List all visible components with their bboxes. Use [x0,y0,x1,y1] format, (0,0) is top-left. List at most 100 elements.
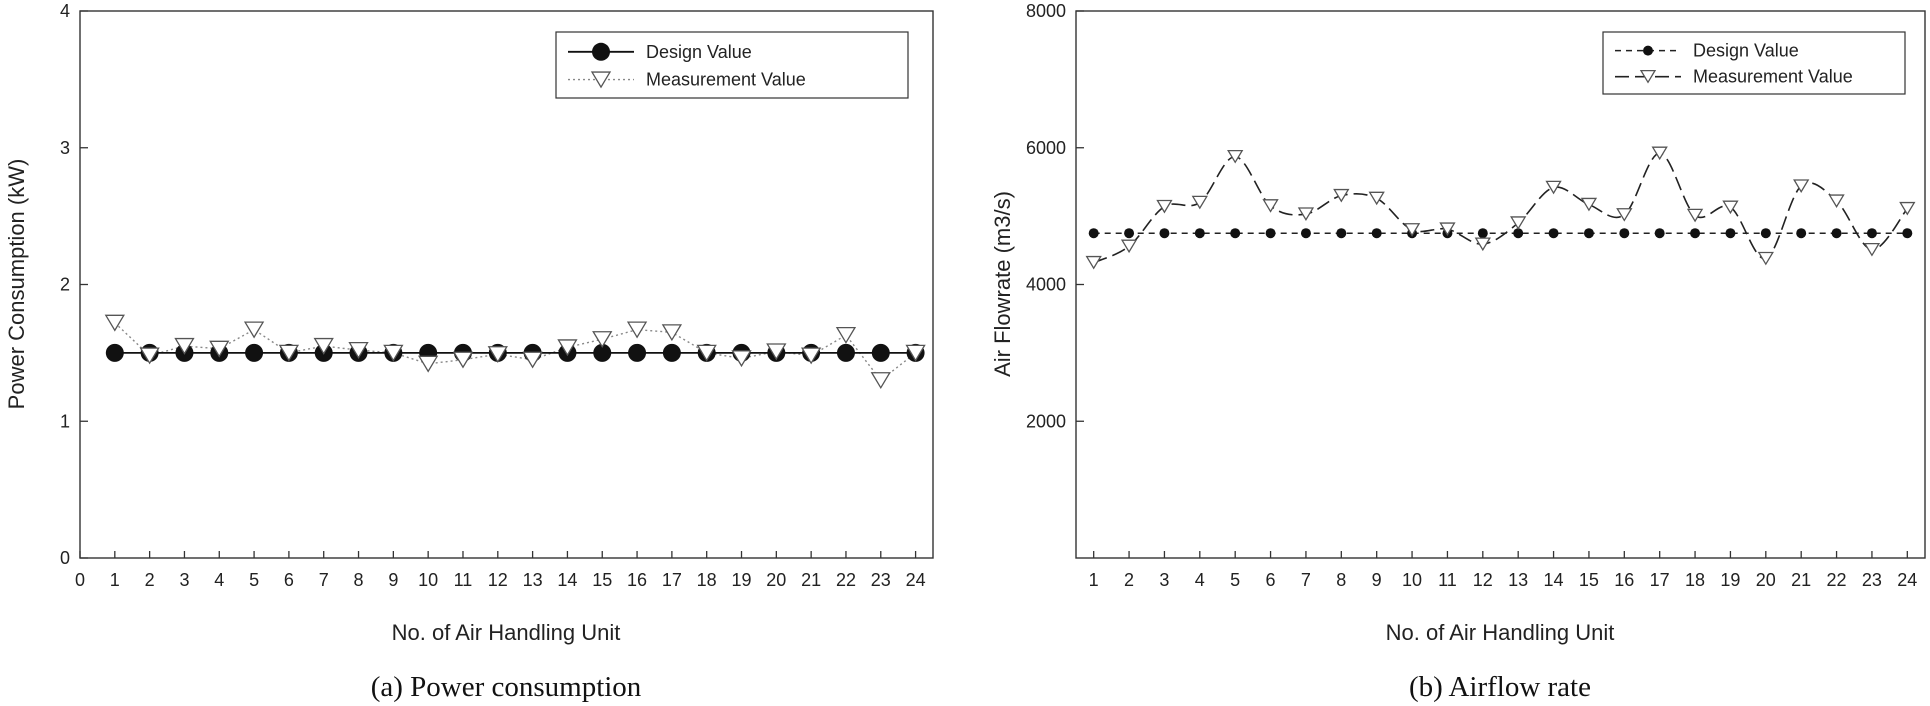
measurement-point [1722,200,1739,215]
measurement-point [800,347,822,365]
measurement-point [766,343,787,361]
measurement-point [522,351,543,369]
x-tick-label: 15 [592,570,612,590]
measurement-point [1580,197,1598,212]
x-tick-label: 18 [697,570,717,590]
measurement-point [209,340,230,358]
x-tick-label: 2 [1124,570,1134,590]
measurement-point [243,321,265,339]
legend-measurement-marker [590,71,612,89]
measurement-point [1863,242,1881,257]
x-tick-label: 12 [1473,570,1493,590]
design-point [871,343,890,362]
x-tick-label: 9 [1372,570,1382,590]
series-measurement-line [1093,152,1908,264]
x-tick-label: 1 [1089,570,1099,590]
design-point [1336,228,1347,239]
x-tick-label: 3 [1159,570,1169,590]
measurement-point [1085,255,1102,270]
x-tick-label: 9 [388,570,398,590]
measurement-point [1120,239,1138,254]
x-tick-label: 21 [1791,570,1811,590]
legend-design-label: Design Value [1693,41,1799,61]
x-tick-label: 11 [454,570,473,590]
x-tick-label: 7 [1301,570,1311,590]
legend-box [1602,31,1906,95]
x-tick-label: 18 [1685,570,1705,590]
legend: Design Value Measurement Value [1602,31,1906,95]
design-point [1760,228,1771,239]
measurement-point [104,314,125,332]
measurement-point [418,355,439,373]
measurement-point [1297,207,1315,221]
y-tick-label: 4 [60,1,70,21]
measurement-point [1686,208,1704,223]
x-tick-label: 5 [1230,570,1240,590]
x-tick-label: 17 [1650,570,1670,590]
measurement-point [1403,223,1421,237]
measurement-point [174,337,195,355]
measurement-point [1545,180,1562,195]
x-tick-label: 16 [1614,570,1634,590]
x-tick-label: 24 [1897,570,1917,590]
measurement-point [626,321,648,339]
x-tick-label: 13 [1508,570,1528,590]
measurement-point [348,342,369,359]
measurement-point [313,337,334,355]
y-tick-label: 0 [60,548,70,568]
measurement-point [1156,199,1173,214]
legend-measurement-marker [1639,69,1657,84]
design-point [1866,228,1877,239]
y-tick-label: 1 [60,411,70,431]
x-tick-label: 6 [284,570,294,590]
x-tick-label: 24 [906,570,926,590]
legend-measurement-label: Measurement Value [1693,67,1853,87]
x-tick-label: 23 [1862,570,1882,590]
y-tick-label: 2 [60,275,70,295]
y-tick-label: 2000 [1026,411,1066,431]
measurement-point [1262,199,1279,213]
design-point [1796,228,1807,239]
measurement-point [1651,146,1668,161]
design-point [1477,228,1488,239]
design-point [105,343,124,362]
y-tick-label: 3 [60,138,70,158]
y-tick-label: 4000 [1026,275,1066,295]
measurement-point [661,324,683,342]
measurement-point [905,344,926,362]
x-tick-label: 22 [836,570,856,590]
measurement-point [1368,191,1385,206]
x-tick-label: 13 [523,570,543,590]
measurement-point [1828,194,1845,208]
measurement-point [1474,237,1491,252]
design-point [1548,228,1559,239]
x-tick-label: 17 [662,570,682,590]
design-point [1265,228,1276,239]
measurement-point [1191,195,1208,210]
x-tick-label: 3 [179,570,189,590]
design-point [1831,228,1842,239]
measurement-point [1333,188,1350,203]
design-point [1230,228,1241,239]
x-axis-title: No. of Air Handling Unit [392,620,621,645]
x-tick-label: 5 [249,570,259,590]
design-point [1690,228,1701,239]
x-tick-label: 7 [319,570,329,590]
measurement-point [452,351,474,369]
series-measurement-line [114,322,917,382]
measurement-point [1899,201,1916,216]
design-point [593,343,612,362]
x-tick-label: 11 [1438,570,1457,590]
x-tick-label: 20 [766,570,786,590]
design-point [1619,228,1630,239]
x-tick-label: 21 [801,570,821,590]
x-tick-label: 4 [214,570,224,590]
x-tick-label: 0 [75,570,85,590]
x-tick-label: 22 [1827,570,1847,590]
measurement-point [1616,208,1633,222]
design-point [662,343,681,362]
x-tick-label: 14 [1544,570,1564,590]
x-tick-label: 8 [354,570,364,590]
